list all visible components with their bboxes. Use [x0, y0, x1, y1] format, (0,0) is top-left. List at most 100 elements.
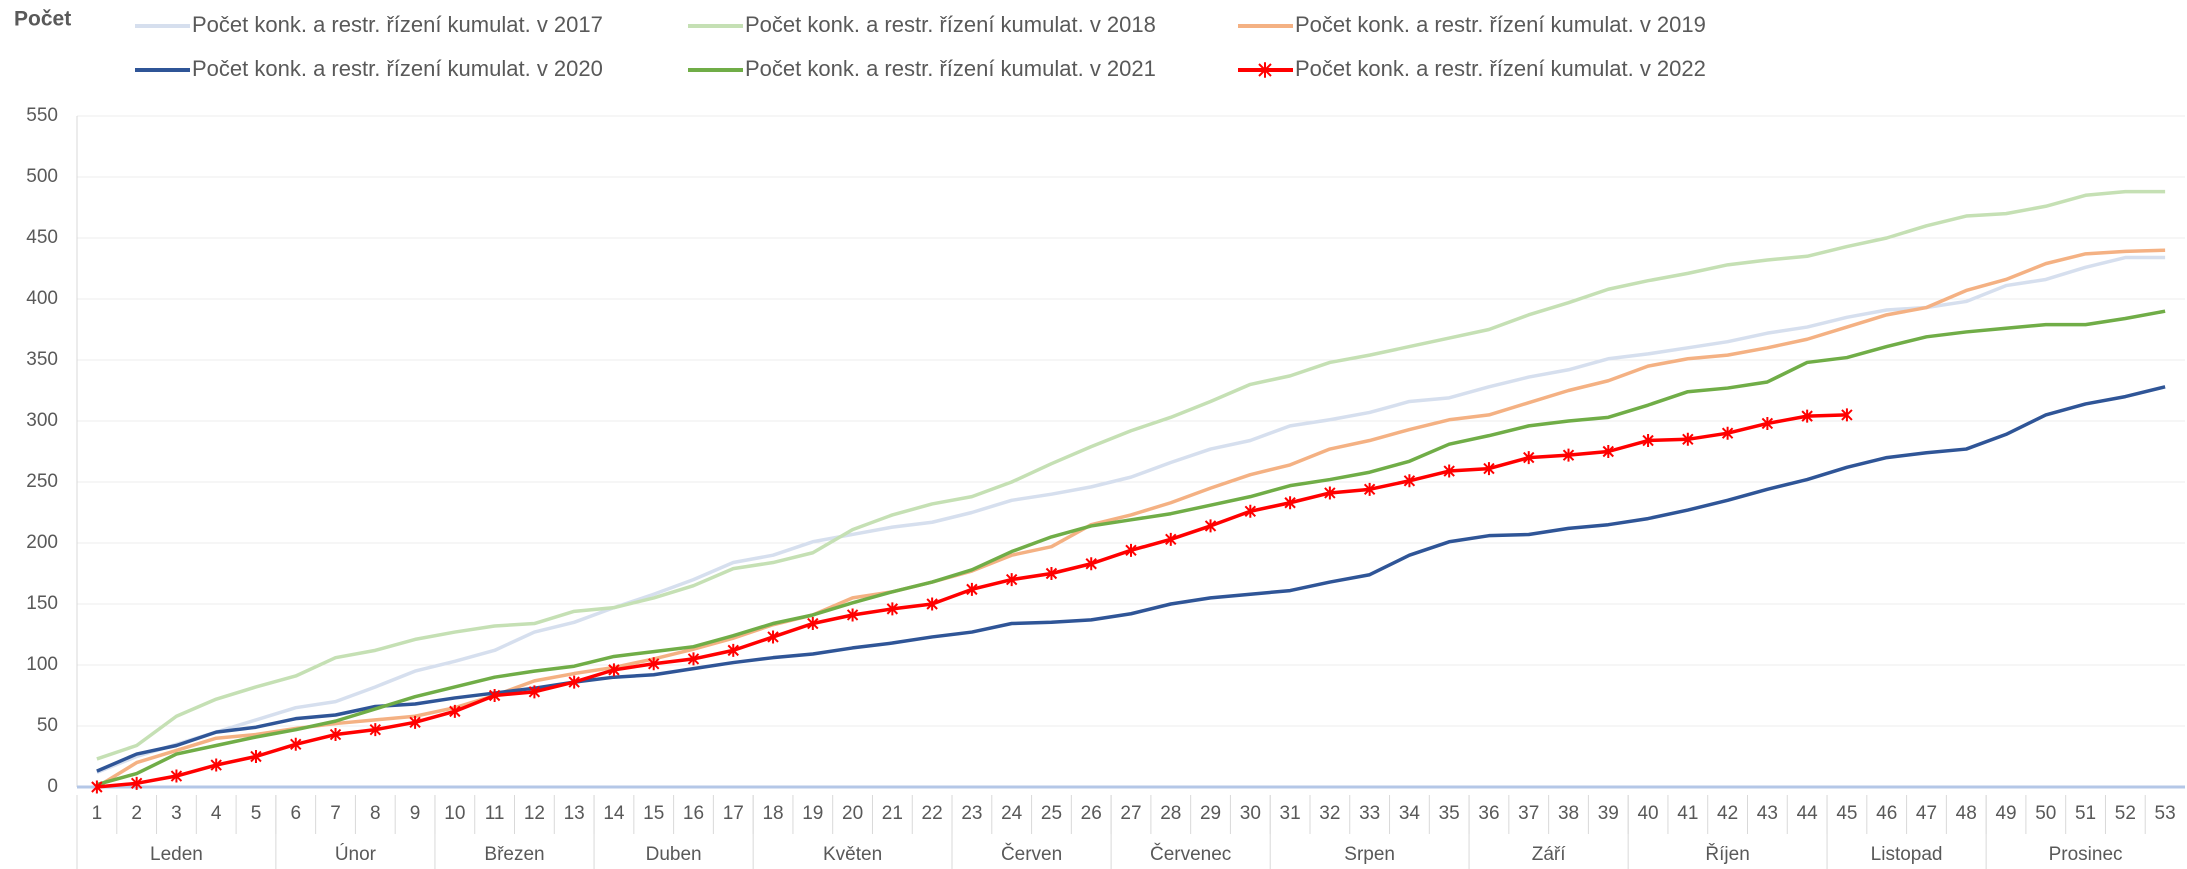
point-marker [1443, 464, 1455, 478]
x-tick-label: 36 [1478, 803, 1499, 824]
point-marker [846, 608, 859, 622]
month-label: Srpen [1344, 844, 1395, 865]
point-marker [369, 723, 382, 737]
x-tick-label: 11 [485, 803, 505, 824]
x-tick-label: 22 [922, 803, 943, 824]
x-tick-label: 33 [1359, 803, 1380, 824]
y-tick-label: 500 [26, 166, 58, 187]
y-tick-label: 150 [26, 593, 58, 614]
month-label: Červen [1001, 843, 1062, 865]
x-tick-label: 5 [251, 803, 262, 824]
x-tick-label: 46 [1876, 803, 1897, 824]
y-tick-label: 250 [26, 471, 58, 492]
month-label: Duben [646, 844, 702, 865]
series-line [95, 248, 2166, 789]
point-marker [1841, 408, 1853, 422]
y-tick-label: 200 [26, 532, 58, 553]
point-marker [210, 758, 222, 772]
y-tick-label: 350 [26, 349, 58, 370]
legend-label: Počet konk. a restr. řízení kumulat. v 2… [192, 56, 603, 81]
month-label: Únor [335, 843, 377, 865]
x-tick-label: 13 [564, 803, 585, 824]
x-tick-label: 8 [370, 803, 381, 824]
x-tick-label: 21 [882, 803, 903, 824]
x-tick-label: 47 [1916, 803, 1937, 824]
point-marker [1483, 462, 1495, 476]
x-tick-label: 6 [290, 803, 301, 824]
point-marker [1085, 557, 1097, 571]
point-marker [488, 689, 501, 702]
series-line [96, 413, 1847, 789]
point-marker [449, 704, 461, 718]
y-tick-label: 450 [26, 227, 58, 248]
point-marker [170, 769, 183, 783]
point-marker [1562, 448, 1575, 462]
point-marker [1801, 409, 1813, 423]
point-marker [1204, 519, 1217, 533]
point-marker [1602, 445, 1614, 458]
x-tick-label: 20 [842, 803, 863, 824]
x-tick-label: 17 [723, 803, 744, 824]
series-line [96, 255, 2166, 774]
x-tick-label: 18 [762, 803, 783, 824]
point-marker [1363, 482, 1376, 496]
x-tick-label: 10 [444, 803, 465, 824]
point-marker [409, 715, 421, 729]
month-label: Březen [484, 844, 544, 865]
x-tick-label: 23 [961, 803, 982, 824]
x-tick-label: 26 [1081, 803, 1102, 824]
x-tick-label: 25 [1041, 803, 1062, 824]
point-marker [966, 582, 978, 596]
x-tick-label: 40 [1637, 803, 1658, 824]
point-marker [1165, 532, 1177, 546]
y-tick-label: 0 [47, 776, 58, 797]
point-marker [130, 776, 143, 790]
month-label: Červenec [1150, 843, 1231, 865]
month-label: Leden [150, 844, 203, 865]
x-tick-label: 1 [92, 803, 103, 824]
x-tick-label: 51 [2075, 803, 2096, 824]
x-tick-label: 45 [1836, 803, 1857, 824]
x-tick-label: 32 [1319, 803, 1340, 824]
x-tick-label: 2 [131, 803, 142, 824]
x-tick-label: 44 [1797, 803, 1819, 824]
point-marker [528, 685, 541, 699]
x-tick-label: 42 [1717, 803, 1738, 824]
series-line [96, 309, 2166, 787]
x-tick-label: 34 [1399, 803, 1421, 824]
point-marker [1244, 504, 1257, 518]
point-marker [767, 630, 779, 644]
point-marker [1523, 451, 1535, 465]
point-marker [1324, 486, 1336, 500]
x-tick-label: 29 [1200, 803, 1221, 824]
point-marker [648, 657, 660, 671]
point-marker [608, 663, 620, 677]
x-tick-label: 31 [1280, 803, 1301, 824]
x-tick-label: 16 [683, 803, 704, 824]
legend-label: Počet konk. a restr. řízení kumulat. v 2… [1295, 12, 1706, 37]
x-tick-label: 27 [1120, 803, 1141, 824]
x-tick-label: 39 [1598, 803, 1619, 824]
x-tick-label: 52 [2115, 803, 2136, 824]
point-marker [1721, 426, 1734, 440]
y-tick-label: 300 [26, 410, 58, 431]
legend-label: Počet konk. a restr. řízení kumulat. v 2… [1295, 56, 1706, 81]
y-tick-label: 100 [26, 654, 58, 675]
y-tick-label: 400 [26, 288, 58, 309]
point-marker [1125, 543, 1137, 557]
point-marker [1005, 573, 1018, 587]
point-marker [329, 728, 342, 742]
x-tick-label: 7 [330, 803, 341, 824]
point-marker [1403, 474, 1416, 488]
x-tick-label: 28 [1160, 803, 1181, 824]
legend-label: Počet konk. a restr. řízení kumulat. v 2… [745, 56, 1156, 81]
y-tick-label: 550 [26, 105, 58, 126]
x-tick-label: 30 [1240, 803, 1261, 824]
x-tick-label: 41 [1677, 803, 1698, 824]
series-line [96, 189, 2166, 761]
point-marker [91, 780, 103, 794]
chart-title: Počet [14, 8, 71, 31]
x-tick-label: 15 [643, 803, 664, 824]
point-marker [687, 652, 700, 666]
